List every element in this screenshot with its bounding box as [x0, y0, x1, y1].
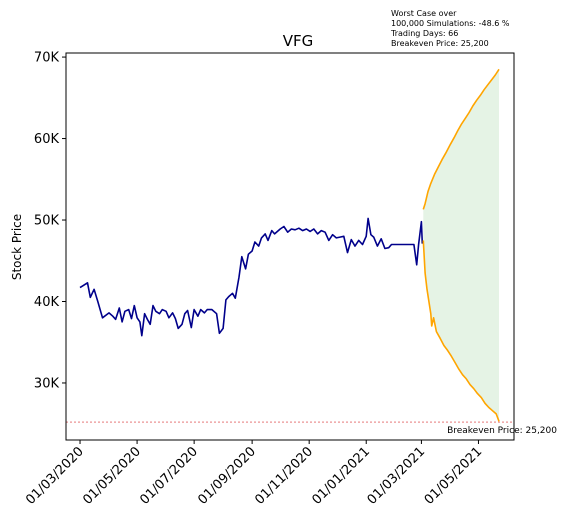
annotation-line: Worst Case over	[391, 9, 457, 18]
simulation-annotation: Worst Case over 100,000 Simulations: -48…	[391, 9, 510, 49]
annotation-line: 100,000 Simulations: -48.6 %	[391, 19, 510, 28]
plot-frame	[65, 52, 515, 441]
x-tick-label: 01/03/2021	[365, 444, 429, 508]
x-tick-label: 01/01/2021	[309, 444, 373, 508]
y-axis-label: Stock Price	[10, 214, 24, 280]
y-tick-label: 60K	[34, 132, 60, 147]
simulation-upper-line	[422, 68, 500, 210]
plot-area: Breakeven Price: 25,200 30K 40K 50K 60K 70K 01…	[23, 51, 557, 508]
simulation-band	[423, 69, 499, 422]
chart-title: VFG	[283, 32, 314, 50]
x-tick-label: 01/05/2021	[422, 444, 486, 508]
breakeven-label: Breakeven Price: 25,200	[447, 426, 557, 436]
y-tick-label: 50K	[34, 214, 60, 229]
annotation-line: Breakeven Price: 25,200	[391, 39, 489, 48]
x-tick-label: 01/03/2020	[23, 444, 87, 508]
y-tick-label: 40K	[34, 295, 60, 310]
x-tick-label: 01/05/2020	[80, 444, 144, 508]
x-tick-label: 01/09/2020	[195, 444, 259, 508]
y-tick-label: 30K	[34, 376, 60, 391]
annotation-line: Trading Days: 66	[391, 29, 459, 38]
x-tick-label: 01/07/2020	[137, 444, 201, 508]
historical-price-line	[79, 217, 424, 337]
y-tick-label: 70K	[34, 51, 60, 66]
simulation-lower-line	[422, 240, 500, 422]
x-tick-label: 01/11/2020	[252, 444, 316, 508]
